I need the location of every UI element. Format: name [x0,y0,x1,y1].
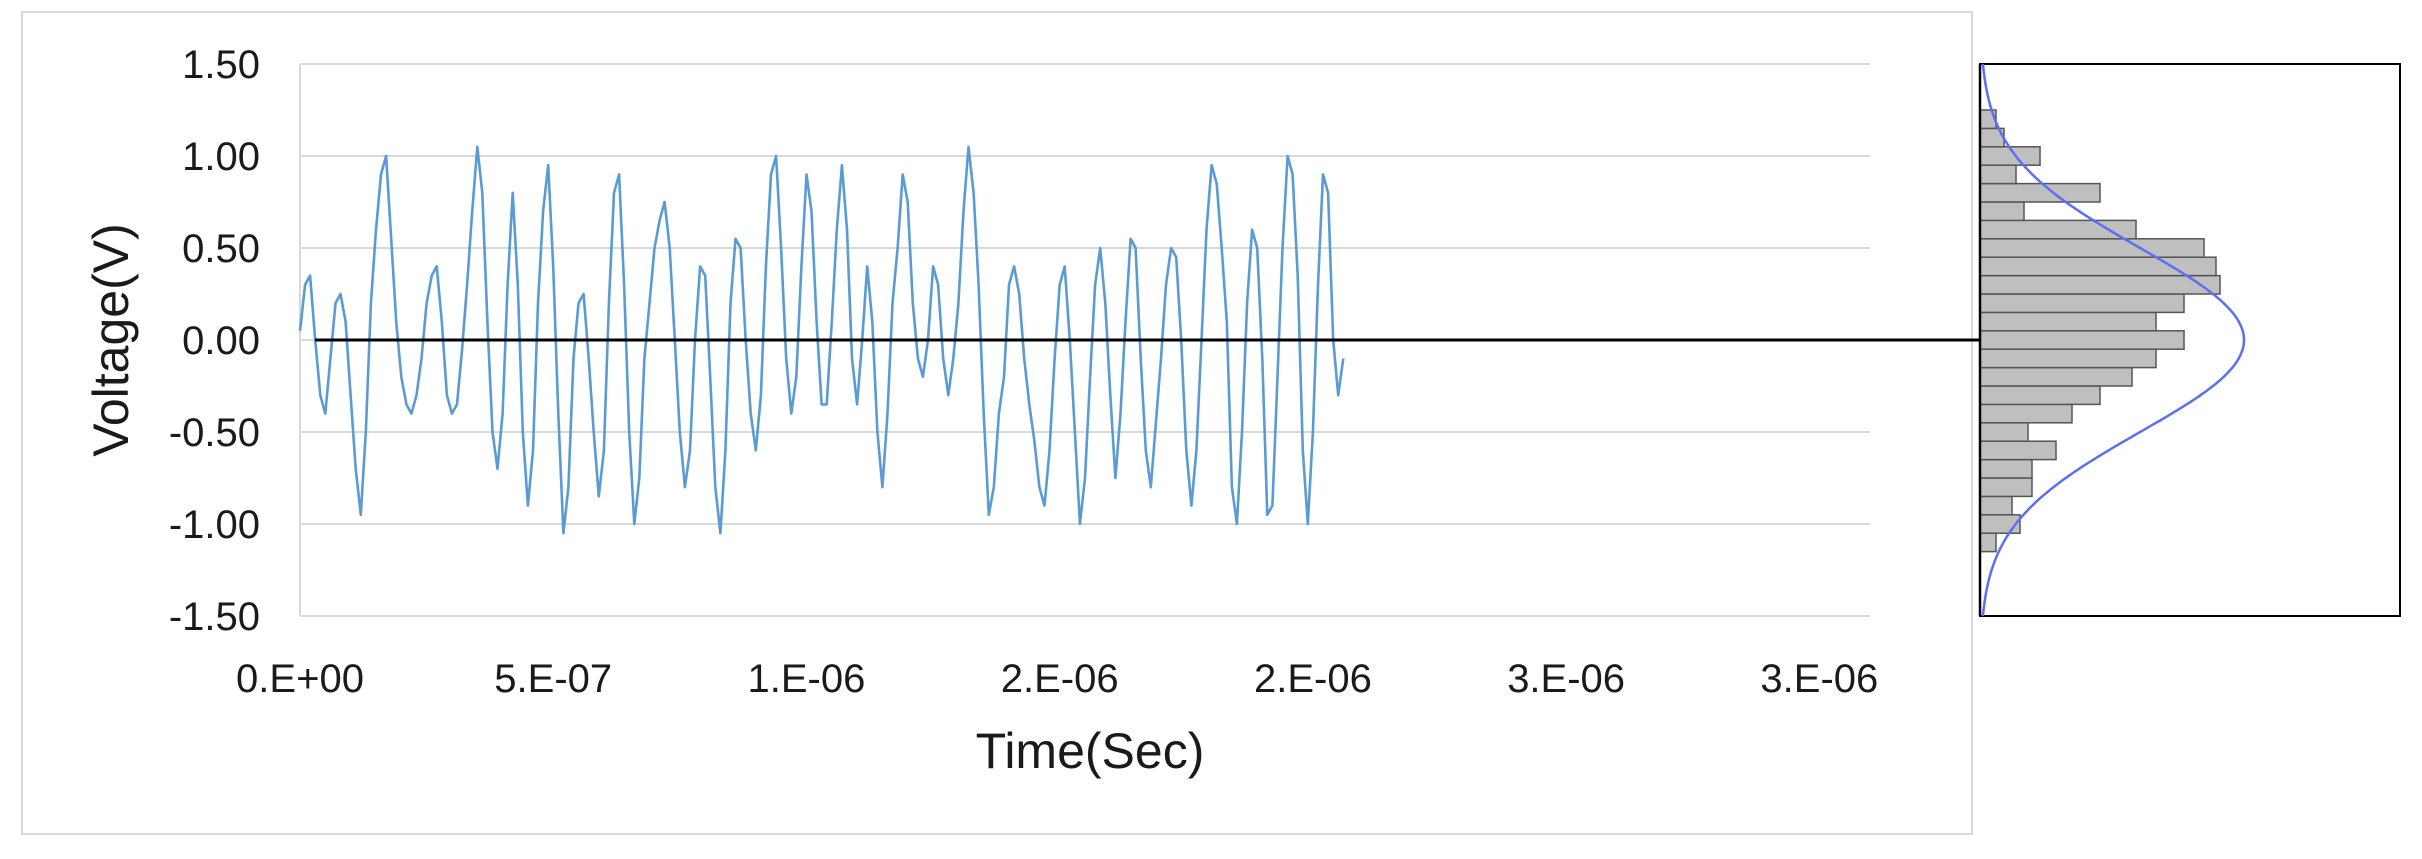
y-tick-label: -1.00 [169,503,260,547]
x-tick-label: 2.E-06 [1001,657,1119,701]
y-tick-label: 0.00 [182,319,260,363]
y-axis-label: Voltage(V) [83,223,139,456]
x-tick-labels: 0.E+00 5.E-07 1.E-06 2.E-06 2.E-06 3.E-06 3.E-… [236,657,1878,701]
histogram-bar [1979,532,1997,553]
histogram-bar [1979,477,2033,498]
histogram-bar [1979,403,2073,424]
histogram-bar [1979,238,2205,258]
x-tick-label: 2.E-06 [1254,657,1372,701]
y-tick-label: 1.00 [182,135,260,179]
histogram-bar [1979,330,2185,350]
y-gridlines [300,63,1870,617]
voltage-series-line [298,145,1345,535]
y-tick-label: -1.50 [169,595,260,639]
histogram-bar [1979,422,2029,442]
histogram-bar [1979,274,2221,295]
histogram-bar [1979,311,2157,332]
x-tick-label: 3.E-06 [1760,657,1878,701]
histogram-bar [1979,182,2101,203]
histogram-bar [1979,366,2133,387]
histogram-bar [1979,440,2057,461]
x-tick-label: 0.E+00 [236,657,364,701]
x-tick-label: 1.E-06 [748,657,866,701]
x-tick-label: 3.E-06 [1507,657,1625,701]
histogram-bar [1979,514,2021,534]
gaussian-fit-curve [1981,63,2246,617]
histogram-bar [1979,495,2013,516]
histogram-bar [1979,348,2157,369]
histogram-bar [1979,219,2137,240]
x-tick-label: 5.E-07 [494,657,612,701]
histogram-bar [1979,201,2025,222]
y-tick-label: 1.50 [182,43,260,87]
histogram-bar [1979,385,2101,406]
x-axis-label: Time(Sec) [976,723,1205,779]
y-tick-label: -0.50 [169,411,260,455]
y-tick-labels: 1.50 1.00 0.50 0.00 -0.50 -1.00 -1.50 [169,43,260,639]
histogram-bar [1979,293,2185,314]
histogram-bar [1979,164,2017,185]
y-tick-label: 0.50 [182,227,260,271]
histogram-bar [1979,458,2033,479]
